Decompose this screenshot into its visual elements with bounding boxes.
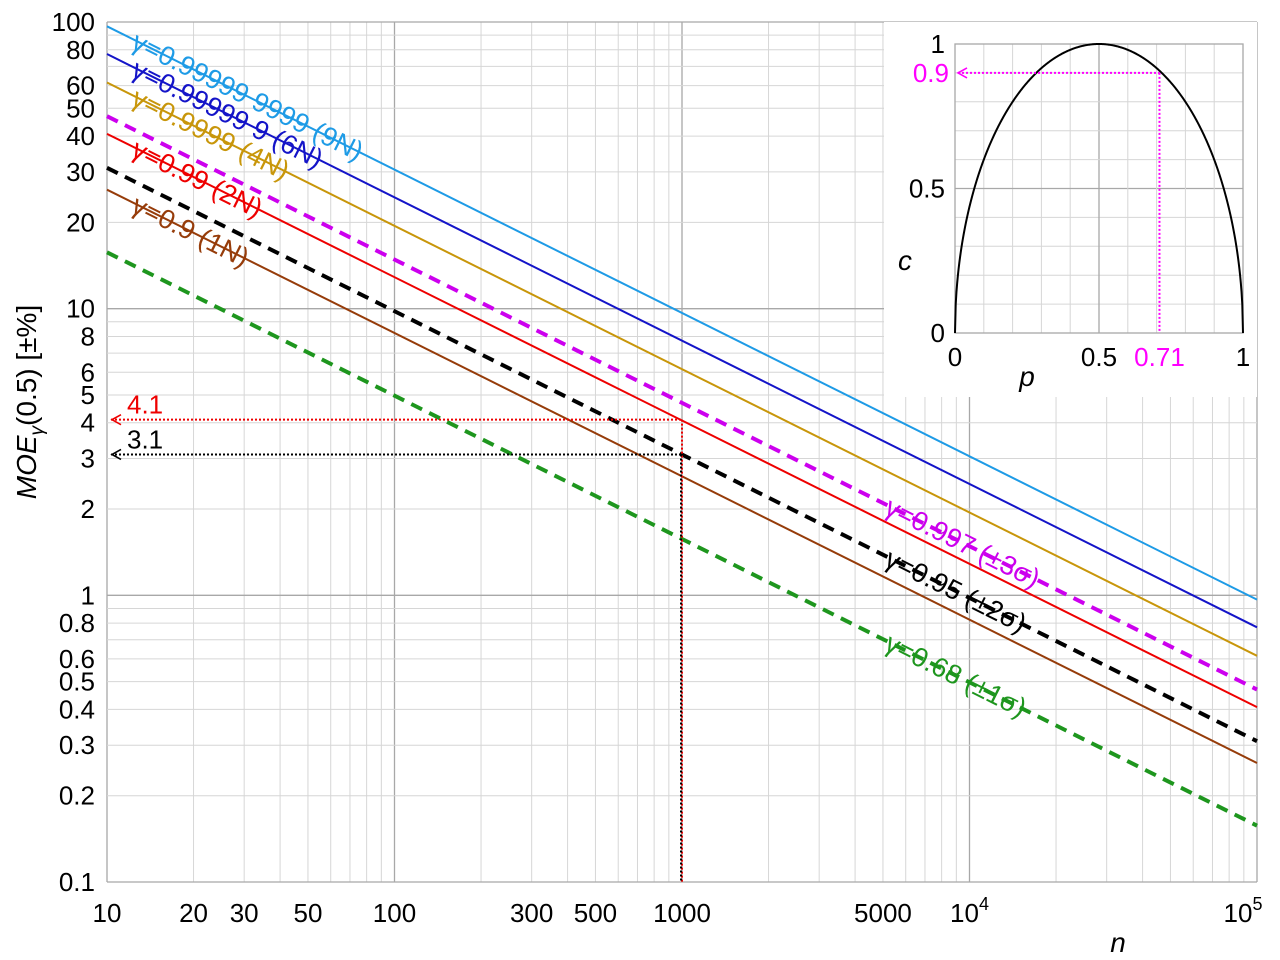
x-tick-label: 50 — [293, 898, 322, 928]
series-line — [106, 25, 1258, 601]
y-tick-label: 100 — [52, 7, 95, 37]
y-tick-label: 1 — [81, 580, 95, 610]
inset-x-tick-label: 1 — [1236, 342, 1250, 372]
x-tick-label: 10 — [93, 898, 122, 928]
y-tick-label: 40 — [66, 121, 95, 151]
inset-curve — [954, 43, 1244, 334]
series-label: γ=0.68 (±1σ) — [880, 628, 1031, 723]
x-tick-label: 300 — [510, 898, 553, 928]
inset-x-tick-label: 0.5 — [1081, 342, 1117, 372]
axis-titles: n MOEγ(0.5) [±%] — [11, 305, 1126, 958]
inset-x-axis-title: p — [1018, 361, 1035, 392]
series-line — [106, 114, 1258, 692]
inset-x-tick-label: 0 — [948, 342, 962, 372]
y-tick-label: 0.8 — [59, 608, 95, 638]
x-tick-label: 30 — [230, 898, 259, 928]
y-tick-label: 4 — [81, 408, 95, 438]
y-tick-label: 0.6 — [59, 644, 95, 674]
x-tick-label: 1000 — [653, 898, 711, 928]
x-tick-label: 500 — [574, 898, 617, 928]
main-ticks: 10 20 30 50 100 300 500 1000 5000 104 1050.10.20.3… — [52, 7, 1263, 928]
y-tick-label: 60 — [66, 71, 95, 101]
y-tick-label: 0.4 — [59, 694, 95, 724]
y-axis-title: MOEγ(0.5) [±%] — [11, 305, 48, 499]
series-line — [106, 81, 1258, 657]
inset-y-tick-label: 1 — [931, 29, 945, 59]
annotation-label: 4.1 — [127, 390, 163, 420]
y-tick-label: 3 — [81, 444, 95, 474]
inset-highlight-x-label: 0.71 — [1134, 342, 1185, 372]
y-tick-label: 80 — [66, 35, 95, 65]
inset-y-tick-label: 0.5 — [909, 174, 945, 204]
inset-highlight-arrow — [956, 67, 968, 79]
x-axis-title: n — [1110, 927, 1126, 958]
inset-highlight-y-label: 0.9 — [913, 58, 949, 88]
inset-chart: 0 0.5 1 0 0.5 1 0.71 0.9 p c — [884, 22, 1257, 397]
y-tick-label: 8 — [81, 321, 95, 351]
annotation-label: 3.1 — [127, 424, 163, 454]
y-tick-label: 6 — [81, 357, 95, 387]
y-tick-label: 2 — [81, 494, 95, 524]
inset-y-tick-label: 0 — [931, 318, 945, 348]
x-tick-label-power: 105 — [1224, 894, 1263, 928]
y-tick-label: 0.3 — [59, 730, 95, 760]
y-tick-label: 0.5 — [59, 667, 95, 697]
y-tick-label: 5 — [81, 380, 95, 410]
x-tick-label: 5000 — [854, 898, 912, 928]
x-tick-label-power: 104 — [950, 894, 989, 928]
annotation-arrow — [110, 413, 122, 426]
y-tick-label: 10 — [66, 294, 95, 324]
inset-y-axis-title: c — [898, 245, 912, 276]
y-tick-label: 50 — [66, 93, 95, 123]
annotation-arrow — [110, 448, 122, 461]
series-line — [106, 53, 1258, 629]
y-tick-label: 30 — [66, 157, 95, 187]
y-tick-label: 20 — [66, 207, 95, 237]
y-tick-label: 0.1 — [59, 867, 95, 897]
y-tick-label: 0.2 — [59, 781, 95, 811]
x-tick-label: 20 — [179, 898, 208, 928]
x-tick-label: 100 — [373, 898, 416, 928]
main-annotations: 4.13.1 — [110, 390, 683, 882]
